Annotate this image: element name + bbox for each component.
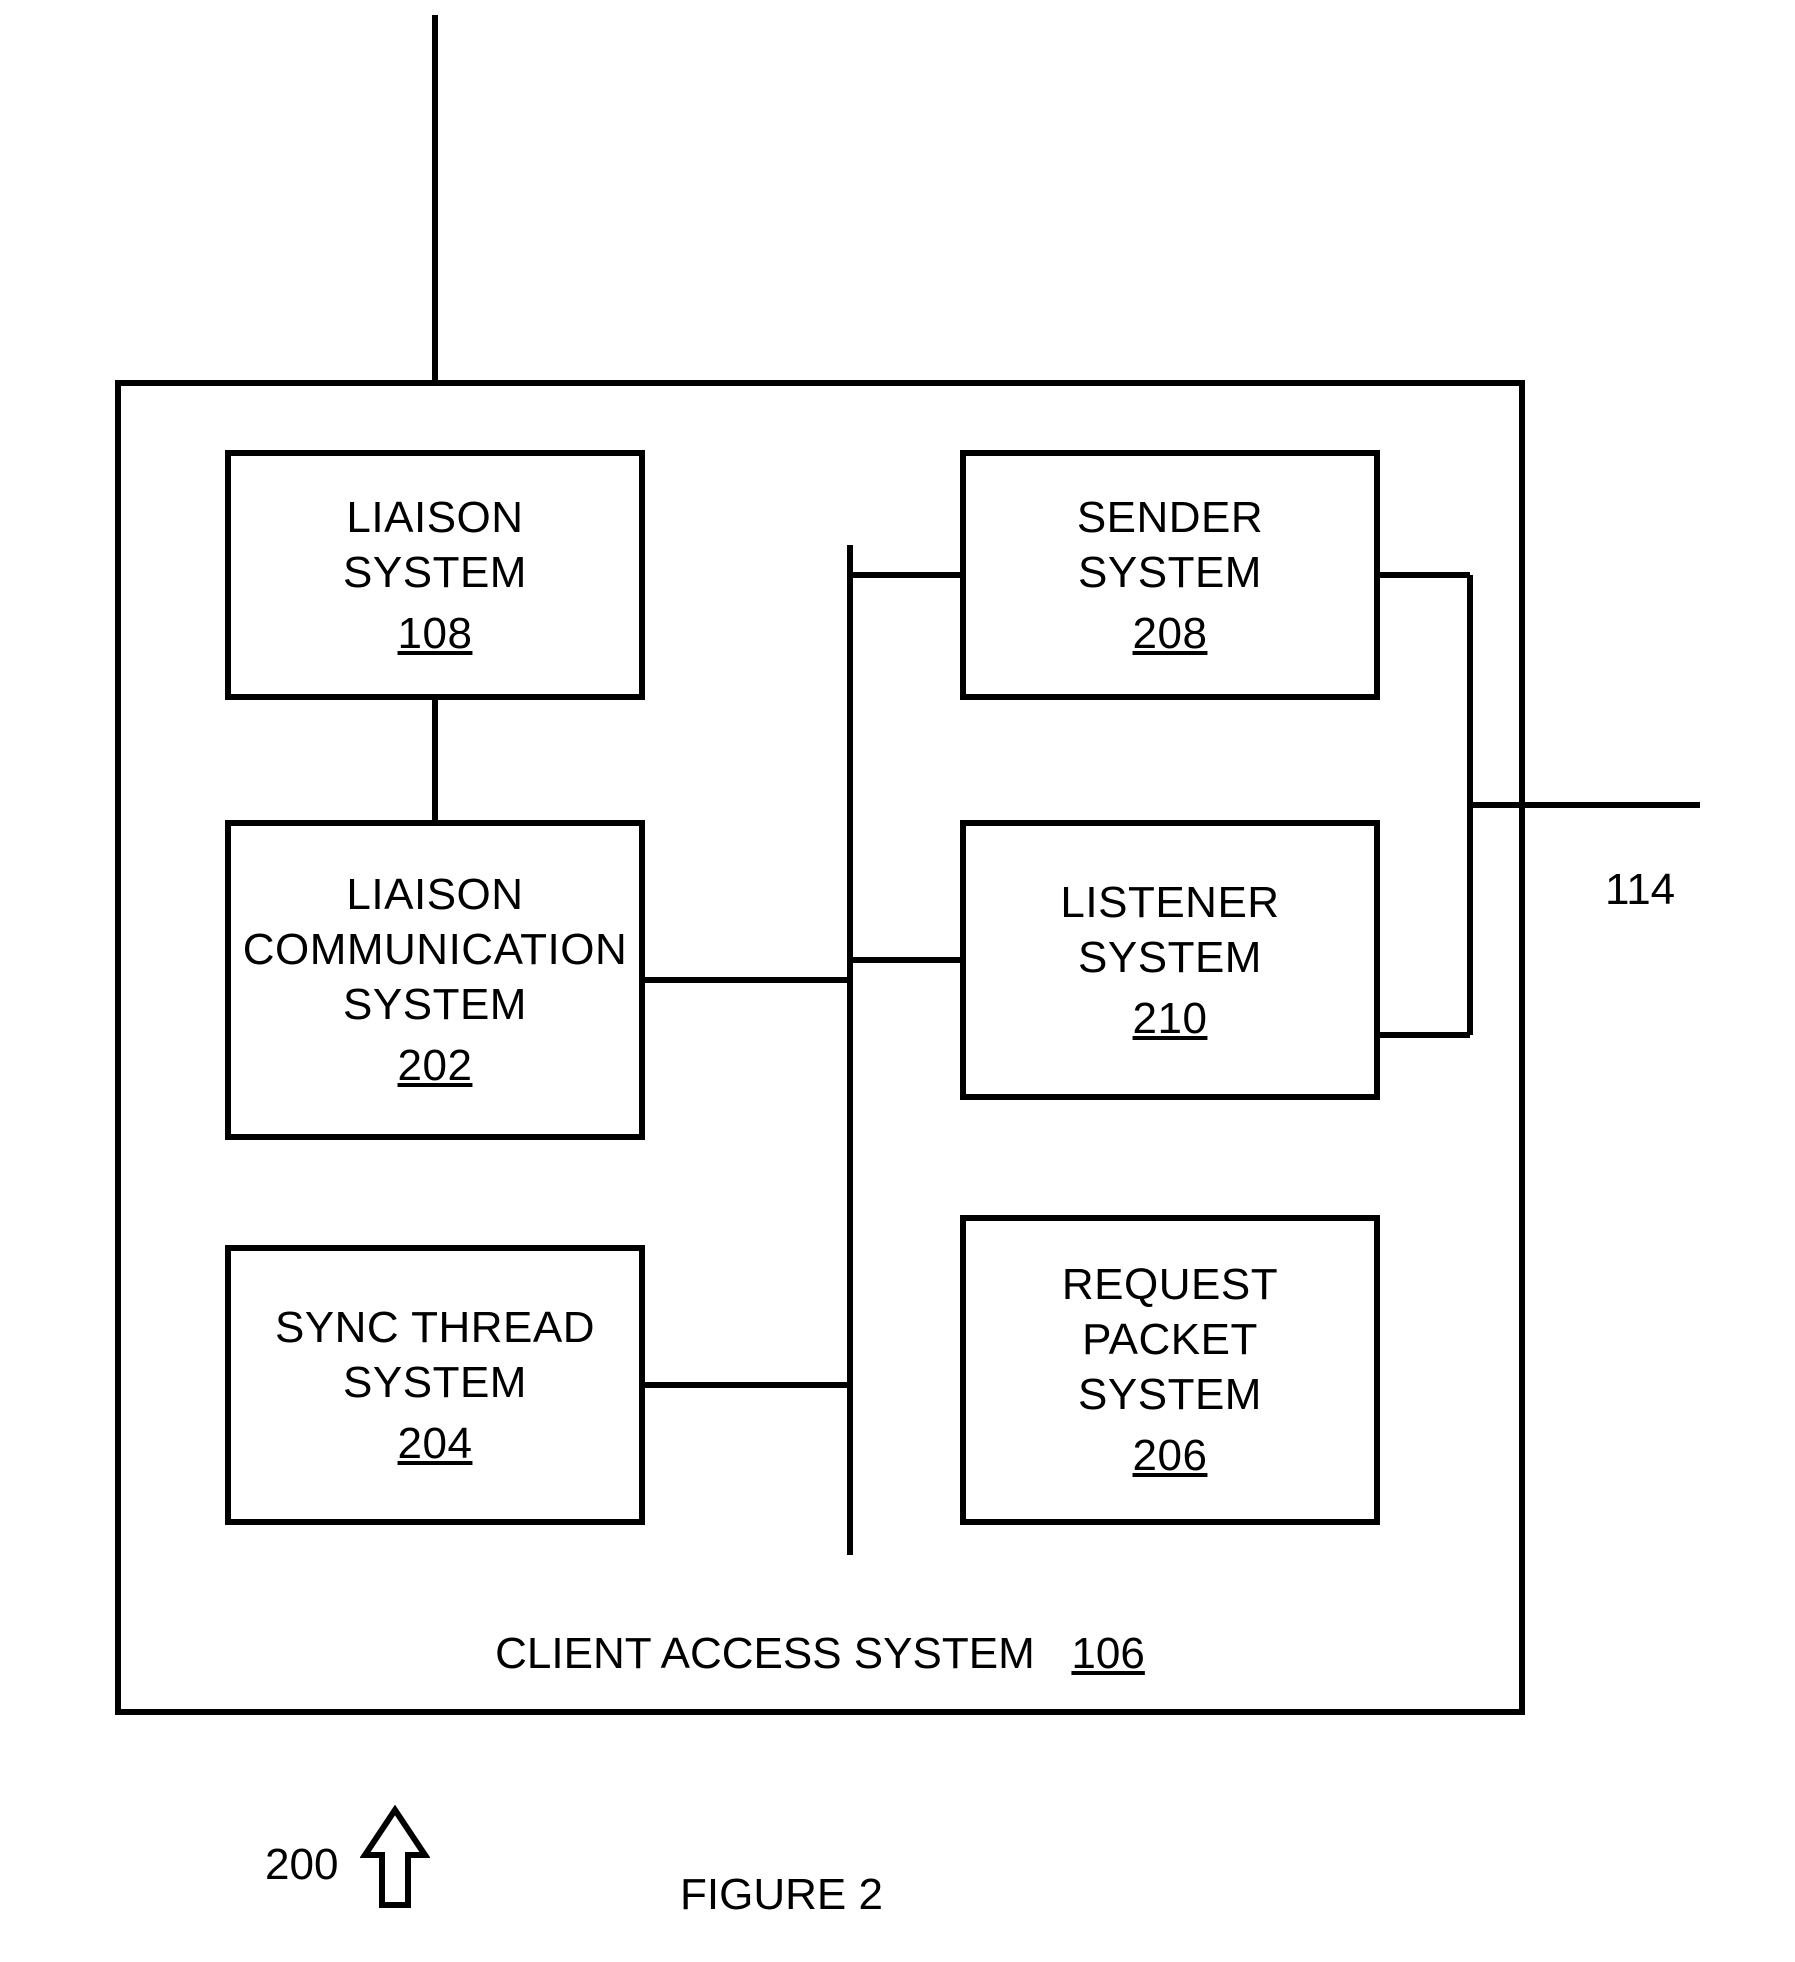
node-label: LIAISONSYSTEM [343,490,527,600]
diagram-canvas: CLIENT ACCESS SYSTEM 106 LIAISONSYSTEM 10… [0,0,1795,1962]
container-label-text: CLIENT ACCESS SYSTEM [495,1629,1035,1678]
node-label: LIAISONCOMMUNICATIONSYSTEM [243,867,628,1032]
node-ref: 210 [1133,991,1208,1046]
liaison-comm-system-box: LIAISONCOMMUNICATIONSYSTEM 202 [225,820,645,1140]
node-label: REQUESTPACKETSYSTEM [1062,1257,1278,1422]
connector-line [850,572,960,578]
client-access-system-label: CLIENT ACCESS SYSTEM 106 [495,1629,1145,1679]
connector-line [850,957,960,963]
node-label: SENDERSYSTEM [1077,490,1263,600]
sender-system-box: SENDERSYSTEM 208 [960,450,1380,700]
node-label: SYNC THREADSYSTEM [275,1300,595,1410]
node-ref: 208 [1133,606,1208,661]
connector-line [847,545,853,1555]
node-label: LISTENERSYSTEM [1060,875,1279,985]
container-label-ref: 106 [1071,1629,1144,1678]
liaison-system-box: LIAISONSYSTEM 108 [225,450,645,700]
node-ref: 204 [398,1416,473,1471]
sync-thread-system-box: SYNC THREADSYSTEM 204 [225,1245,645,1525]
ref-114-label: 114 [1605,865,1675,915]
connector-line [432,700,438,820]
connector-line [1470,802,1700,808]
node-ref: 206 [1133,1428,1208,1483]
connector-line [1380,1032,1470,1038]
request-packet-system-box: REQUESTPACKETSYSTEM 206 [960,1215,1380,1525]
node-ref: 108 [398,606,473,661]
figure-caption: FIGURE 2 [680,1870,883,1920]
connector-line [645,1382,850,1388]
listener-system-box: LISTENERSYSTEM 210 [960,820,1380,1100]
connector-line [432,15,438,380]
figure-ref-200: 200 [265,1840,338,1890]
node-ref: 202 [398,1038,473,1093]
connector-line [1380,572,1470,578]
up-arrow-icon [360,1805,430,1915]
connector-line [645,977,850,983]
